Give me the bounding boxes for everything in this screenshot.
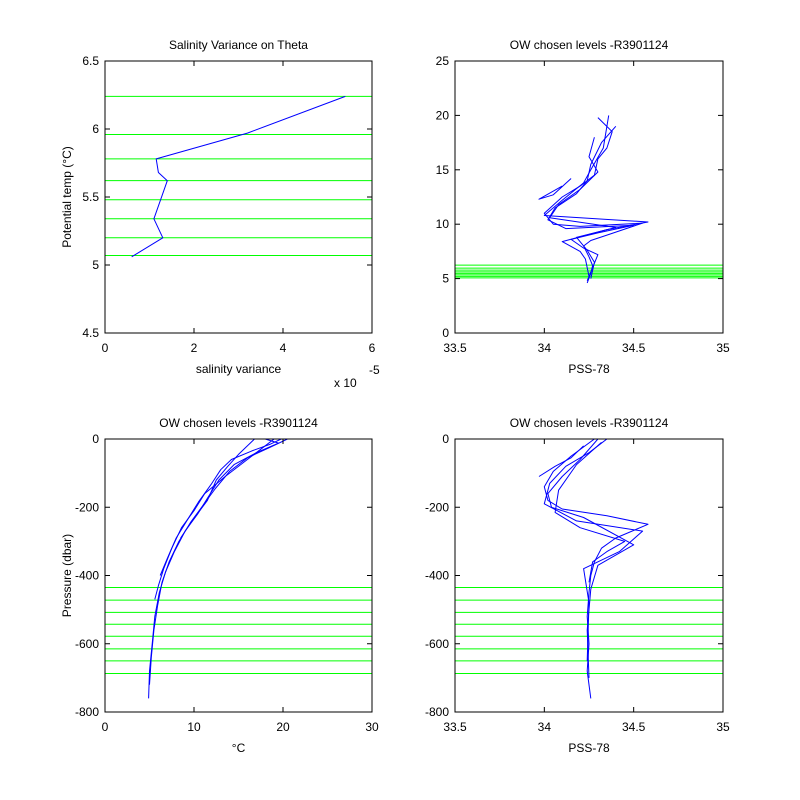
- profile-line: [538, 178, 572, 200]
- y-tick-label: -200: [425, 500, 449, 514]
- y-tick-label: 6.5: [82, 54, 99, 68]
- plot-data: [455, 115, 723, 284]
- y-axis-label: Pressure (dbar): [60, 534, 74, 617]
- y-tick-label: -600: [425, 637, 449, 651]
- x-tick-label: 34: [538, 341, 552, 355]
- x-tick-label: 35: [716, 720, 730, 734]
- y-tick-label: 6: [92, 122, 99, 136]
- y-tick-label: 0: [92, 432, 99, 446]
- y-tick-label: -400: [425, 569, 449, 583]
- y-axis-label: Potential temp (°C): [60, 146, 74, 248]
- x-tick-label: 0: [102, 720, 109, 734]
- x-tick-label: 34.5: [622, 341, 646, 355]
- y-tick-label: 20: [436, 108, 450, 122]
- y-tick-label: 10: [436, 217, 450, 231]
- x-tick-label: 30: [365, 720, 379, 734]
- y-tick-label: 5.5: [82, 190, 99, 204]
- x-tick-label: 20: [276, 720, 290, 734]
- x-axis-label: PSS-78: [568, 362, 610, 376]
- panel-salinity-variance: 0 2 4 6 4.5 5 5.5 6 6.5 Salinity Variance on Thet…: [60, 38, 380, 390]
- profile-line: [543, 117, 644, 284]
- y-tick-label: 5: [442, 272, 449, 286]
- profile-line: [538, 445, 584, 477]
- profile-line: [159, 439, 282, 576]
- y-tick-label: 15: [436, 163, 450, 177]
- profile-line: [543, 439, 644, 661]
- chart-title: OW chosen levels -R3901124: [510, 416, 669, 430]
- x-tick-label: 0: [102, 341, 109, 355]
- x-multiplier-exponent: -5: [369, 363, 380, 377]
- x-tick-label: 10: [187, 720, 201, 734]
- chart-title: Salinity Variance on Theta: [169, 38, 308, 52]
- y-tick-label: -600: [75, 637, 99, 651]
- profile-line: [543, 439, 649, 699]
- profile-line: [148, 439, 280, 699]
- plot-data: [105, 439, 372, 699]
- x-tick-label: 33.5: [443, 341, 467, 355]
- profile-line: [547, 439, 635, 678]
- chart-title: OW chosen levels -R3901124: [510, 38, 669, 52]
- y-tick-label: -400: [75, 569, 99, 583]
- plot-data: [105, 95, 372, 258]
- y-tick-label: 0: [442, 326, 449, 340]
- profile-line: [547, 125, 635, 281]
- profile-line: [154, 439, 275, 600]
- profile-line: [543, 115, 649, 277]
- panel-temperature-pressure: 0 10 20 30 -800 -600 -400 -200 0 OW chosen levels…: [60, 416, 379, 755]
- profile-line: [131, 95, 346, 258]
- plot-data: [455, 439, 723, 699]
- x-tick-label: 6: [369, 341, 376, 355]
- y-tick-label: 25: [436, 54, 450, 68]
- y-tick-label: 4.5: [82, 326, 99, 340]
- x-multiplier: x 10: [334, 376, 357, 390]
- x-tick-label: 33.5: [443, 720, 467, 734]
- x-tick-label: 35: [716, 341, 730, 355]
- axes-frame: [104, 438, 373, 713]
- panel-salinity-pressure: 33.5 34 34.5 35 -800 -600 -400 -200 0 OW chosen l…: [425, 416, 730, 755]
- y-tick-label: -800: [425, 705, 449, 719]
- x-tick-label: 34: [538, 720, 552, 734]
- y-tick-label: -800: [75, 705, 99, 719]
- chart-title: OW chosen levels -R3901124: [159, 416, 318, 430]
- x-tick-label: 34.5: [622, 720, 646, 734]
- profile-line: [549, 137, 617, 279]
- x-axis-label: °C: [232, 741, 246, 755]
- profile-line: [554, 442, 626, 583]
- y-tick-label: 0: [442, 432, 449, 446]
- axes-frame: [454, 60, 724, 334]
- y-tick-label: -200: [75, 500, 99, 514]
- x-axis-label: salinity variance: [196, 362, 282, 376]
- y-tick-label: 5: [92, 258, 99, 272]
- profile-line: [180, 439, 255, 539]
- x-axis-label: PSS-78: [568, 741, 610, 755]
- x-tick-label: 2: [191, 341, 198, 355]
- x-tick-label: 4: [280, 341, 287, 355]
- panel-salinity-theta: 33.5 34 34.5 35 0 5 10 15 20 25 OW chosen levels -…: [436, 38, 730, 376]
